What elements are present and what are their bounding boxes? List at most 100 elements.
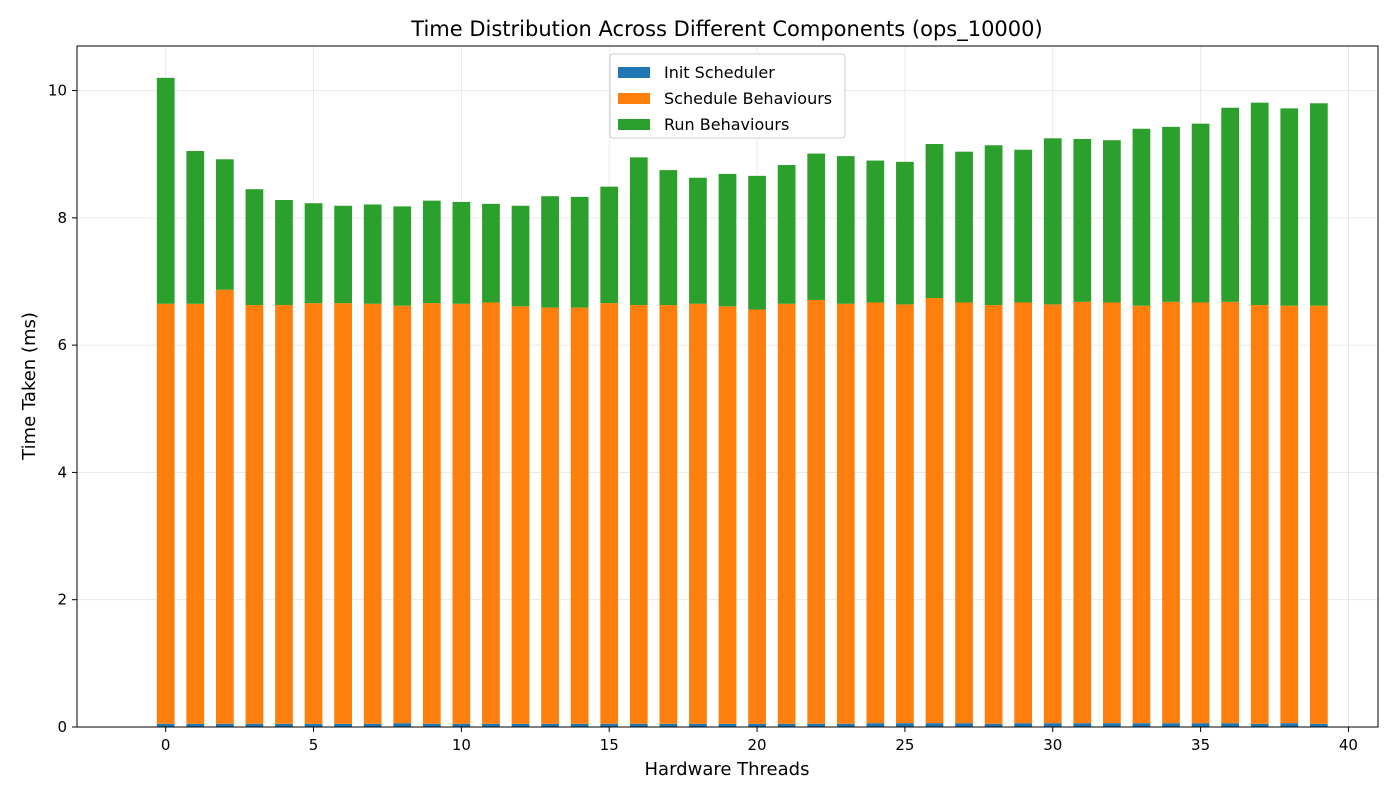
bar-run-behaviours [659, 170, 678, 306]
bar-schedule-behaviours [807, 299, 826, 724]
bar-schedule-behaviours [1043, 304, 1062, 724]
bar-init-scheduler [896, 723, 914, 727]
bar-schedule-behaviours [1309, 305, 1328, 724]
bar-schedule-behaviours [215, 289, 234, 724]
bar-schedule-behaviours [482, 302, 500, 724]
bar-run-behaviours [896, 161, 914, 305]
legend-box [609, 53, 846, 139]
x-tick-label: 0 [161, 736, 171, 754]
bar-init-scheduler [334, 723, 352, 727]
axes [76, 45, 1379, 728]
bar-init-scheduler [925, 723, 944, 727]
bar-init-scheduler [482, 723, 500, 727]
bar-run-behaviours [866, 160, 885, 303]
bar-run-behaviours [156, 77, 175, 304]
bar-run-behaviours [925, 144, 944, 299]
bar-init-scheduler [689, 723, 707, 727]
y-tick-label: 0 [57, 718, 67, 736]
x-tick-label: 15 [600, 736, 619, 754]
bar-schedule-behaviours [304, 303, 323, 724]
bar-run-behaviours [422, 200, 441, 304]
bar-schedule-behaviours [422, 303, 441, 724]
bar-run-behaviours [689, 177, 707, 304]
bar-init-scheduler [1250, 723, 1269, 727]
bar-schedule-behaviours [1103, 302, 1121, 724]
bar-run-behaviours [541, 196, 559, 308]
bar-schedule-behaviours [334, 303, 352, 724]
legend-swatch-run-behaviours [618, 119, 650, 130]
bar-init-scheduler [1221, 723, 1240, 727]
bar-schedule-behaviours [689, 303, 707, 724]
y-axis-title: Time Taken (ms) [19, 312, 40, 461]
y-tick-label: 6 [57, 336, 67, 354]
bar-init-scheduler [1162, 723, 1180, 727]
bar-schedule-behaviours [452, 303, 471, 724]
legend-label-run-behaviours: Run Behaviours [664, 115, 789, 134]
legend-swatch-init-scheduler [618, 67, 650, 78]
bar-schedule-behaviours [1280, 305, 1299, 724]
bar-schedule-behaviours [275, 305, 293, 724]
bar-run-behaviours [393, 206, 412, 306]
bar-schedule-behaviours [836, 303, 855, 724]
bar-schedule-behaviours [541, 307, 559, 724]
bar-run-behaviours [629, 157, 648, 306]
bar-init-scheduler [600, 723, 619, 727]
bar-init-scheduler [570, 723, 589, 727]
bar-init-scheduler [718, 723, 737, 727]
bar-schedule-behaviours [511, 306, 530, 724]
plot-frame [76, 45, 1379, 728]
bar-run-behaviours [718, 173, 737, 307]
bar-run-behaviours [807, 153, 826, 300]
x-tick-label: 40 [1339, 736, 1358, 754]
chart-title: Time Distribution Across Different Compo… [410, 17, 1042, 42]
ticks: 0 5 10 15 20 25 30 35 40 0 2 4 6 8 10 [48, 82, 1358, 754]
bar-init-scheduler [1103, 723, 1121, 727]
bar-run-behaviours [304, 203, 323, 304]
bar-schedule-behaviours [186, 303, 205, 724]
bar-init-scheduler [1191, 723, 1210, 727]
bar-run-behaviours [482, 203, 500, 303]
bar-init-scheduler [304, 723, 323, 727]
bar-init-scheduler [955, 723, 973, 727]
bar-run-behaviours [452, 201, 471, 304]
bar-init-scheduler [748, 723, 766, 727]
bar-init-scheduler [186, 723, 205, 727]
bar-schedule-behaviours [245, 305, 264, 724]
bar-run-behaviours [1043, 138, 1062, 305]
bar-run-behaviours [1221, 107, 1240, 302]
bar-schedule-behaviours [659, 305, 678, 724]
bar-schedule-behaviours [363, 303, 382, 724]
x-tick-label: 5 [309, 736, 319, 754]
bar-schedule-behaviours [748, 309, 766, 724]
bar-init-scheduler [807, 723, 826, 727]
bar-schedule-behaviours [1073, 301, 1092, 724]
bar-run-behaviours [1103, 140, 1121, 303]
bar-run-behaviours [600, 186, 619, 304]
bar-init-scheduler [1132, 723, 1151, 727]
y-tick-label: 2 [57, 591, 67, 609]
bar-init-scheduler [1043, 723, 1062, 727]
bar-schedule-behaviours [393, 305, 412, 724]
bar-schedule-behaviours [955, 302, 973, 724]
bar-schedule-behaviours [570, 307, 589, 724]
bar-init-scheduler [836, 723, 855, 727]
legend: Init Scheduler Schedule Behaviours Run Beh… [609, 53, 846, 139]
bar-init-scheduler [511, 723, 530, 727]
bar-init-scheduler [422, 723, 441, 727]
bar-init-scheduler [275, 723, 293, 727]
bar-run-behaviours [570, 196, 589, 308]
bar-run-behaviours [955, 151, 973, 303]
bar-init-scheduler [1073, 723, 1092, 727]
bar-run-behaviours [984, 145, 1003, 306]
bar-init-scheduler [777, 723, 796, 727]
bar-init-scheduler [541, 723, 559, 727]
x-tick-label: 10 [452, 736, 471, 754]
bar-init-scheduler [156, 723, 175, 727]
x-tick-label: 20 [748, 736, 767, 754]
y-tick-label: 10 [48, 82, 67, 100]
bar-run-behaviours [215, 159, 234, 290]
bar-run-behaviours [1132, 128, 1151, 306]
bar-run-behaviours [836, 156, 855, 304]
